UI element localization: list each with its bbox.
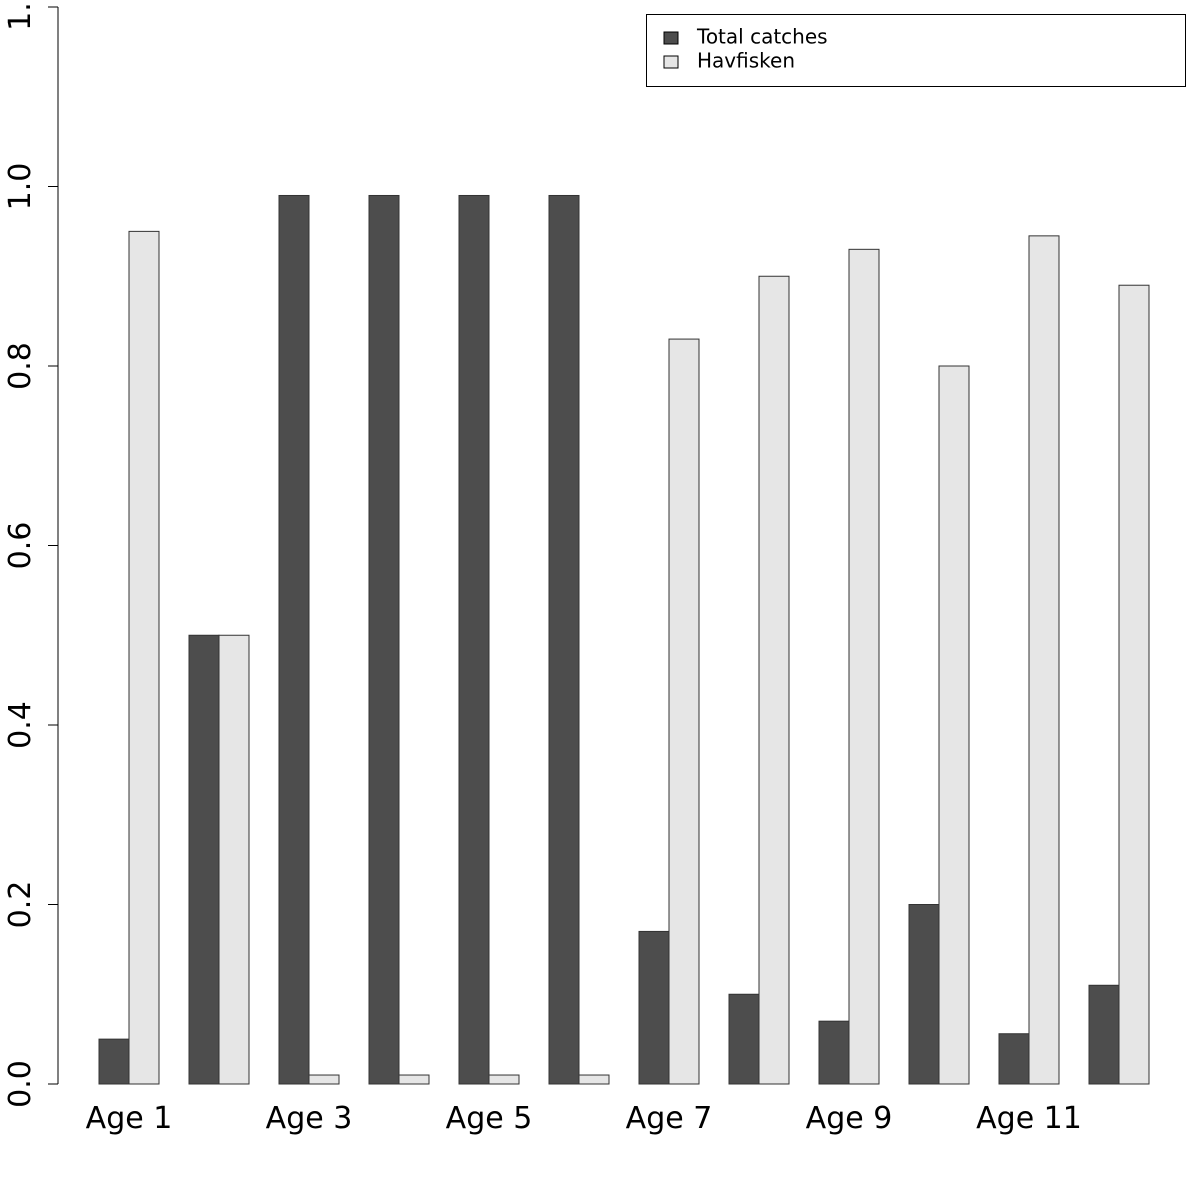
legend-swatch (663, 31, 679, 45)
y-tick-label: 0.4 (3, 701, 38, 749)
x-tick-label: Age 1 (86, 1101, 173, 1136)
bar (818, 1020, 850, 1085)
y-tick-label: 1.0 (3, 163, 38, 211)
bar (578, 1074, 610, 1085)
bar (308, 1074, 340, 1085)
y-tick-label: 0.8 (3, 342, 38, 390)
bar (848, 248, 880, 1085)
legend-swatch (663, 55, 679, 69)
bar (398, 1074, 430, 1085)
y-tick-label: 0.6 (3, 522, 38, 570)
bar (758, 275, 790, 1085)
bar (218, 634, 250, 1085)
bar (128, 230, 160, 1085)
bar (188, 634, 220, 1085)
bar (458, 194, 490, 1085)
x-tick-label: Age 7 (626, 1101, 713, 1136)
x-tick-label: Age 3 (266, 1101, 353, 1136)
legend-label: Total catches (696, 25, 828, 49)
bar (938, 365, 970, 1085)
y-tick-label: 1.2 (3, 0, 38, 31)
y-tick-label: 0.0 (3, 1060, 38, 1108)
bar (908, 904, 940, 1085)
bar (368, 194, 400, 1085)
y-tick-label: 0.2 (3, 881, 38, 929)
x-tick-label: Age 9 (806, 1101, 893, 1136)
bar (1118, 284, 1150, 1085)
x-tick-label: Age 11 (976, 1101, 1082, 1136)
bar (488, 1074, 520, 1085)
bar (728, 993, 760, 1085)
bar (548, 194, 580, 1085)
bar (278, 194, 310, 1085)
bar (998, 1033, 1030, 1085)
bar (638, 930, 670, 1085)
bar (668, 338, 700, 1085)
legend-box (646, 14, 1186, 87)
bar (98, 1038, 130, 1085)
legend-label: Havfisken (697, 49, 795, 73)
bar (1088, 984, 1120, 1085)
bar (1028, 235, 1060, 1085)
x-tick-label: Age 5 (446, 1101, 533, 1136)
